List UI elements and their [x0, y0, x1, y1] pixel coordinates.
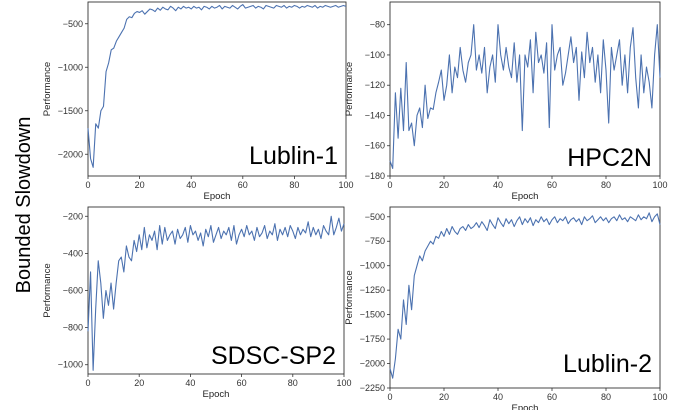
- y-tick-label: −1500: [360, 310, 385, 320]
- plot-frame: [87, 1, 347, 177]
- x-tick-label: 20: [135, 180, 145, 190]
- chart-panel-1: 0 20 40 60 80 100 −180 −160 −140 −120 −100 −80 Epoch…: [344, 1, 668, 202]
- x-tick-label: 0: [85, 180, 90, 190]
- x-tick-label: 100: [336, 378, 351, 388]
- series-line: [87, 215, 345, 371]
- x-axis-label: Epoch: [512, 191, 539, 202]
- shared-ylabel: Bounded Slowdown: [13, 117, 35, 294]
- x-axis-label: Epoch: [512, 403, 539, 410]
- x-tick-label: 80: [601, 180, 611, 190]
- plot-frame: [389, 1, 661, 177]
- x-tick-label: 20: [439, 392, 449, 402]
- y-tick-label: −200: [63, 211, 83, 221]
- chart-panel-0: 0 20 40 60 80 100 −2000 −1500 −1000 −500 Epoch Perf…: [42, 1, 354, 202]
- x-tick-label: 40: [185, 378, 195, 388]
- panel-title: Lublin-2: [563, 350, 652, 378]
- series-line: [389, 212, 661, 379]
- y-axis-label: Performance: [344, 62, 355, 116]
- y-tick-label: −1250: [360, 285, 385, 295]
- y-tick-label: −750: [365, 236, 385, 246]
- x-tick-label: 60: [238, 180, 248, 190]
- x-tick-label: 40: [493, 180, 503, 190]
- chart-panel-2: 0 20 40 60 80 100 −1000 −800 −600 −400 −200 Epoch Pe…: [42, 206, 352, 400]
- x-tick-label: 100: [338, 180, 353, 190]
- x-tick-label: 40: [186, 180, 196, 190]
- x-axis-label: Epoch: [204, 191, 231, 202]
- chart-panel-3: 0 20 40 60 80 100 −2250 −2000 −1750 −1500 −1250 −10…: [344, 206, 668, 410]
- y-tick-label: −2000: [360, 359, 385, 369]
- y-tick-label: −1750: [360, 334, 385, 344]
- y-axis-label: Performance: [344, 270, 355, 324]
- y-tick-label: −180: [365, 171, 385, 181]
- panel-title: SDSC-SP2: [211, 342, 336, 370]
- y-tick-label: −120: [365, 80, 385, 90]
- plot-frame: [389, 206, 661, 389]
- y-tick-label: −2250: [360, 383, 385, 393]
- y-tick-label: −500: [63, 19, 83, 29]
- x-tick-label: 20: [134, 378, 144, 388]
- x-tick-label: 60: [237, 378, 247, 388]
- y-tick-label: −2000: [58, 149, 83, 159]
- y-tick-label: −80: [370, 20, 385, 30]
- y-tick-label: −100: [365, 50, 385, 60]
- x-tick-label: 0: [85, 378, 90, 388]
- y-tick-label: −140: [365, 110, 385, 120]
- x-tick-label: 80: [601, 392, 611, 402]
- x-tick-label: 80: [288, 378, 298, 388]
- y-tick-label: −1000: [360, 261, 385, 271]
- x-tick-label: 100: [652, 392, 667, 402]
- y-axis-label: Performance: [42, 62, 53, 116]
- panel-title: Lublin-1: [249, 142, 338, 170]
- series-line: [87, 4, 347, 168]
- y-axis-label: Performance: [42, 263, 53, 317]
- x-axis-label: Epoch: [203, 389, 230, 400]
- y-tick-label: −600: [63, 286, 83, 296]
- x-tick-label: 20: [439, 180, 449, 190]
- x-tick-label: 0: [387, 392, 392, 402]
- y-tick-label: −500: [365, 212, 385, 222]
- y-tick-label: −160: [365, 141, 385, 151]
- x-tick-label: 80: [289, 180, 299, 190]
- x-tick-label: 100: [652, 180, 667, 190]
- y-tick-label: −1000: [58, 62, 83, 72]
- y-tick-label: −400: [63, 248, 83, 258]
- series-line: [389, 24, 661, 169]
- x-tick-label: 60: [547, 180, 557, 190]
- y-tick-label: −1500: [58, 106, 83, 116]
- panel-title: HPC2N: [567, 144, 652, 172]
- x-tick-label: 60: [547, 392, 557, 402]
- x-tick-label: 0: [387, 180, 392, 190]
- y-tick-label: −800: [63, 323, 83, 333]
- x-tick-label: 40: [493, 392, 503, 402]
- y-tick-label: −1000: [58, 360, 83, 370]
